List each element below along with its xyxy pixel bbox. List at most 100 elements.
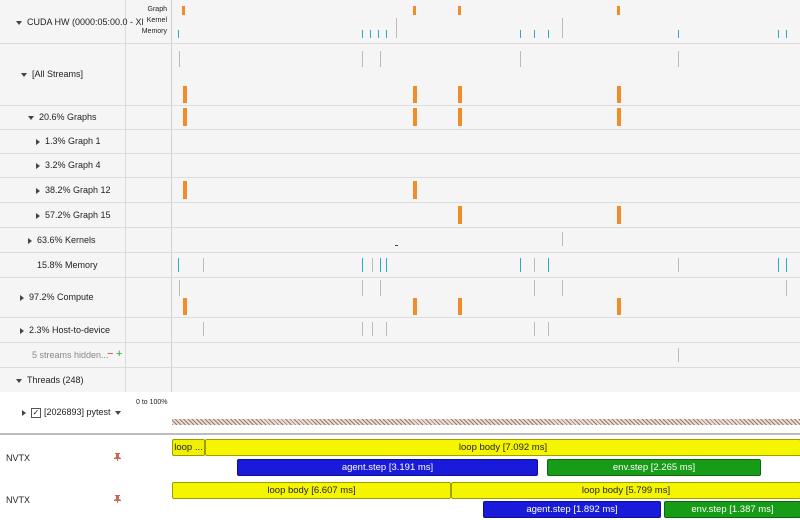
kernel-tick[interactable] [562, 232, 563, 246]
expand-icon[interactable] [20, 327, 24, 334]
transfer-tick[interactable] [203, 322, 204, 336]
kernel-mark[interactable] [395, 245, 398, 246]
remove-stream-button[interactable]: − [107, 348, 114, 360]
row-nvtx-1[interactable]: NVTX loop ... loop body [7.092 ms] agent… [0, 435, 800, 480]
nvtx-range[interactable]: env.step [2.265 ms] [547, 459, 761, 476]
graph-mark[interactable] [617, 206, 621, 224]
expand-icon[interactable] [36, 212, 40, 219]
graph-mark[interactable] [617, 6, 620, 15]
graph-mark[interactable] [617, 298, 621, 315]
memory-tick[interactable] [520, 30, 521, 38]
expand-icon[interactable] [36, 187, 40, 194]
graph-mark[interactable] [617, 108, 621, 126]
row-all-streams[interactable]: [All Streams] [0, 43, 800, 106]
process-checkbox[interactable]: ✓ [31, 407, 41, 418]
row-compute[interactable]: 97.2% Compute [0, 277, 800, 318]
memory-tick[interactable] [362, 258, 363, 272]
graph-mark[interactable] [183, 181, 187, 199]
nvtx-range[interactable]: env.step [1.387 ms] [664, 501, 800, 518]
memory-tick[interactable] [548, 30, 549, 38]
graph-mark[interactable] [182, 6, 185, 15]
graph-mark[interactable] [458, 86, 462, 103]
graph-mark[interactable] [458, 298, 462, 315]
row-graph-12[interactable]: 38.2% Graph 12 [0, 177, 800, 203]
collapse-icon[interactable] [16, 20, 22, 25]
expand-icon[interactable] [22, 409, 26, 416]
graph-mark[interactable] [617, 86, 621, 103]
row-threads[interactable]: Threads (248) [0, 367, 800, 393]
memory-tick[interactable] [520, 258, 521, 272]
memory-tick[interactable] [372, 258, 373, 272]
memory-tick[interactable] [362, 30, 363, 38]
memory-tick[interactable] [378, 30, 379, 38]
collapse-icon[interactable] [28, 115, 34, 120]
expand-icon[interactable] [36, 162, 40, 169]
memory-tick[interactable] [380, 258, 381, 272]
pin-icon[interactable] [114, 495, 121, 503]
cpu-utilization-strip[interactable] [172, 419, 800, 425]
kernel-tick[interactable] [179, 51, 180, 67]
timeline-chart-area[interactable] [171, 0, 800, 520]
kernel-tick[interactable] [520, 51, 521, 67]
pin-icon[interactable] [114, 453, 121, 461]
memory-tick[interactable] [534, 258, 535, 272]
transfer-tick[interactable] [386, 322, 387, 336]
nvtx-range[interactable]: loop body [7.092 ms] [205, 439, 800, 456]
transfer-tick[interactable] [534, 322, 535, 336]
graph-mark[interactable] [183, 298, 187, 315]
nvtx-range[interactable]: loop body [5.799 ms] [451, 482, 800, 499]
transfer-tick[interactable] [372, 322, 373, 336]
kernel-tick[interactable] [396, 18, 397, 38]
memory-tick[interactable] [178, 30, 179, 38]
memory-tick[interactable] [678, 258, 679, 272]
graph-mark[interactable] [413, 181, 417, 199]
kernel-tick[interactable] [380, 51, 381, 67]
row-graph-4[interactable]: 3.2% Graph 4 [0, 153, 800, 178]
row-memory[interactable]: 15.8% Memory [0, 252, 800, 278]
kernel-tick[interactable] [562, 18, 563, 38]
kernel-tick[interactable] [534, 280, 535, 296]
add-stream-button[interactable]: + [116, 348, 123, 360]
gpu-row-toggle[interactable]: CUDA HW (0000:05:00.0 - Xl [16, 16, 144, 28]
memory-tick[interactable] [778, 258, 779, 272]
nvtx-range[interactable]: agent.step [3.191 ms] [237, 459, 538, 476]
memory-tick[interactable] [370, 30, 371, 38]
memory-tick[interactable] [386, 30, 387, 38]
graph-mark[interactable] [413, 86, 417, 103]
transfer-tick[interactable] [362, 322, 363, 336]
memory-tick[interactable] [778, 30, 779, 38]
row-nvtx-2[interactable]: NVTX loop body [6.607 ms] loop body [5.7… [0, 479, 800, 520]
graph-mark[interactable] [413, 298, 417, 315]
kernel-tick[interactable] [678, 51, 679, 67]
row-graph-1[interactable]: 1.3% Graph 1 [0, 129, 800, 154]
dropdown-icon[interactable] [114, 410, 121, 415]
row-graph-15[interactable]: 57.2% Graph 15 [0, 202, 800, 228]
graph-mark[interactable] [413, 108, 417, 126]
collapse-icon[interactable] [16, 378, 22, 383]
graph-mark[interactable] [413, 6, 416, 15]
kernel-tick[interactable] [362, 51, 363, 67]
graph-mark[interactable] [458, 6, 461, 15]
kernel-tick[interactable] [362, 280, 363, 296]
graph-mark[interactable] [183, 108, 187, 126]
kernel-tick[interactable] [380, 280, 381, 296]
kernel-tick[interactable] [786, 280, 787, 296]
graph-mark[interactable] [183, 86, 187, 103]
kernel-tick[interactable] [562, 280, 563, 296]
transfer-tick[interactable] [548, 322, 549, 336]
expand-icon[interactable] [20, 294, 24, 301]
memory-tick[interactable] [548, 258, 549, 272]
collapse-icon[interactable] [21, 72, 27, 77]
memory-tick[interactable] [786, 258, 787, 272]
kernel-tick[interactable] [179, 280, 180, 296]
row-process[interactable]: ✓ [2026893] pytest 0 to 100% [0, 392, 800, 435]
row-kernels[interactable]: 63.6% Kernels [0, 227, 800, 253]
memory-tick[interactable] [203, 258, 204, 272]
row-host-to-device[interactable]: 2.3% Host-to-device [0, 317, 800, 343]
memory-tick[interactable] [678, 30, 679, 38]
nvtx-range[interactable]: loop ... [172, 439, 205, 456]
expand-icon[interactable] [28, 237, 32, 244]
row-graphs[interactable]: 20.6% Graphs [0, 105, 800, 130]
memory-tick[interactable] [178, 258, 179, 272]
nvtx-range[interactable]: loop body [6.607 ms] [172, 482, 451, 499]
